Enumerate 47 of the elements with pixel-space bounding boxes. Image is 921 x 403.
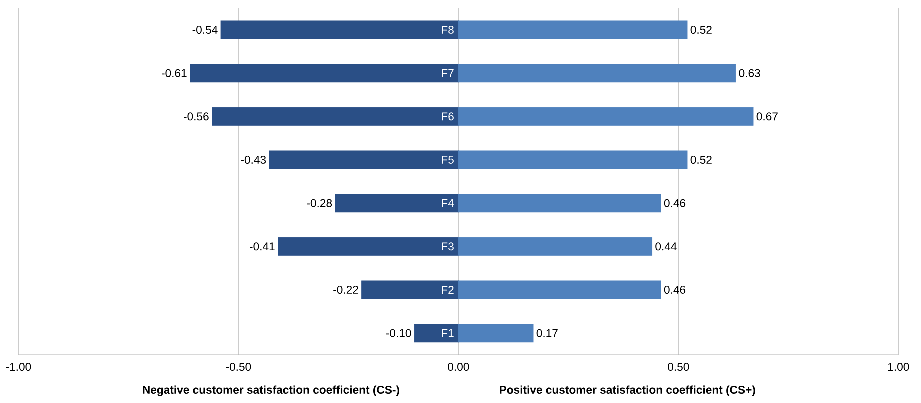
text: Positive customer satisfaction coefficient (CS+) — [500, 386, 756, 396]
y-tick-label: F4 — [442, 199, 454, 208]
bar — [278, 237, 459, 256]
bar — [458, 20, 688, 40]
y-tick-label: F1 — [442, 329, 454, 338]
y-tick-label: F2 — [442, 286, 454, 294]
bar — [414, 324, 459, 343]
bar — [458, 280, 662, 300]
data-label: 0.17 — [536, 329, 558, 338]
x-tick-label: -1.00 — [6, 363, 32, 372]
data-label: 0.67 — [756, 112, 778, 121]
bar — [458, 64, 736, 83]
bar — [220, 20, 459, 40]
y-tick-label: F8 — [442, 26, 454, 34]
bar — [190, 64, 459, 83]
data-label: 0.46 — [664, 286, 686, 294]
bar — [269, 150, 459, 170]
y-tick-label: F6 — [442, 112, 454, 121]
x-tick-label: 0.50 — [668, 363, 690, 372]
data-label: -0.28 — [307, 199, 332, 208]
data-label: 0.44 — [656, 242, 677, 251]
y-tick-label: F3 — [442, 242, 454, 251]
data-label: 0.52 — [690, 26, 712, 34]
data-label: 0.46 — [664, 199, 686, 208]
bar — [362, 280, 459, 300]
x-tick-label: -0.50 — [226, 363, 252, 372]
data-label: -0.43 — [241, 156, 266, 164]
data-label: -0.41 — [250, 242, 275, 251]
bar — [458, 237, 653, 256]
data-label: -0.10 — [386, 329, 412, 338]
x-tick-label: 0.00 — [448, 363, 470, 372]
bar — [458, 324, 534, 343]
data-label: 0.52 — [690, 156, 712, 164]
y-tick-label: F7 — [442, 69, 454, 78]
y-tick-label: F5 — [442, 156, 454, 164]
text: Negative customer satisfaction coefficient (CS-) — [143, 386, 400, 396]
bar — [458, 150, 688, 170]
data-label: -0.54 — [192, 26, 218, 34]
bar — [458, 194, 662, 213]
data-label: -0.56 — [184, 112, 209, 121]
data-label: -0.22 — [334, 286, 358, 294]
x-tick-label: 1.00 — [888, 363, 910, 372]
data-label: -0.61 — [162, 69, 187, 78]
bar — [212, 107, 459, 126]
bar — [458, 107, 754, 126]
data-label: 0.63 — [739, 69, 760, 78]
bar — [335, 194, 459, 213]
